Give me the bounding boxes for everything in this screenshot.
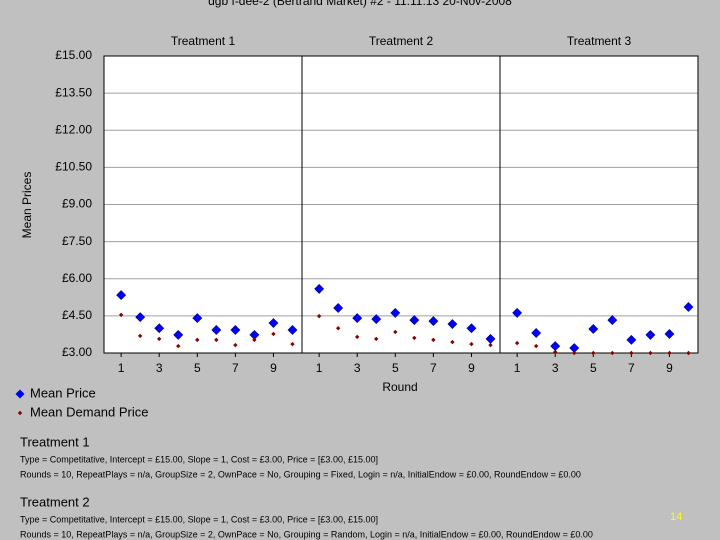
note-line: Type = Competitative, Intercept = £15.00… [20,514,378,524]
point [154,323,165,334]
point [390,307,401,318]
point [118,312,124,318]
point [591,350,596,356]
point [211,325,222,335]
point [335,326,341,331]
point [667,350,672,356]
x-tick-label: 3 [354,361,361,375]
point [447,319,458,329]
y-tick-label: £15.00 [55,48,92,62]
point [116,290,127,301]
point [607,315,618,326]
point [157,336,162,342]
x-tick-label: 7 [628,361,635,375]
point [412,335,417,341]
point [645,330,656,340]
point [428,316,439,326]
point [195,337,200,343]
panel-title: Treatment 2 [369,34,434,48]
point [252,337,257,343]
point [214,337,219,343]
x-tick-label: 3 [156,361,163,375]
y-tick-label: £7.50 [62,234,92,248]
point [648,350,653,356]
point [230,325,241,335]
x-tick-label: 1 [118,361,125,375]
panel-title: Treatment 3 [567,34,632,48]
y-tick-label: £13.50 [55,85,92,99]
point [553,349,558,355]
point [316,313,322,319]
point [531,328,542,338]
y-tick-label: £12.00 [55,122,92,136]
point [173,330,184,340]
x-tick-label: 9 [468,361,475,375]
x-axis-label: Round [382,380,417,394]
point [333,303,344,313]
panel-title: Treatment 1 [171,34,236,48]
point [352,313,363,324]
point [271,331,276,337]
point [572,350,577,356]
x-tick-label: 7 [232,361,239,375]
chart-title: dgb f-dee-2 (Bertrand Market) #2 - 11:11… [208,0,512,8]
point [287,325,298,335]
point [686,350,691,356]
y-tick-label: £6.00 [62,271,92,285]
point [135,312,146,323]
y-tick-label: £4.50 [62,308,92,322]
point [664,329,675,339]
page-number: 14 [670,511,682,523]
legend-label: Mean Demand Price [30,404,149,419]
point [588,324,599,334]
note-line: Rounds = 10, RepeatPlays = n/a, GroupSiz… [20,529,593,539]
x-tick-label: 9 [666,361,673,375]
point [137,333,143,339]
note-heading: Treatment 2 [20,494,90,509]
point [683,302,694,312]
x-tick-label: 5 [194,361,201,375]
point [409,315,420,326]
point [374,336,379,342]
x-tick-label: 7 [430,361,437,375]
point [450,339,455,345]
point [514,340,520,346]
point [192,313,203,324]
point [629,350,634,356]
point [268,318,279,328]
point [466,323,477,334]
legend-marker [15,389,25,399]
point [533,343,539,349]
x-tick-label: 3 [552,361,559,375]
note-heading: Treatment 1 [20,434,90,449]
x-tick-label: 5 [392,361,399,375]
point [393,329,398,335]
point [626,334,637,345]
y-tick-label: £3.00 [62,345,92,359]
point [610,350,615,356]
point [290,341,295,347]
note-line: Type = Competitative, Intercept = £15.00… [20,454,378,464]
legend-marker [17,410,23,416]
x-tick-label: 9 [270,361,277,375]
y-tick-label: £9.00 [62,197,92,211]
point [176,343,181,349]
point [314,283,325,294]
legend-label: Mean Price [30,385,96,400]
x-tick-label: 1 [316,361,323,375]
point [431,337,436,343]
point [488,342,493,348]
point [512,307,523,318]
note-line: Rounds = 10, RepeatPlays = n/a, GroupSiz… [20,469,581,479]
plot-border [103,55,699,354]
point [469,341,474,347]
x-tick-label: 1 [514,361,521,375]
point [355,334,360,340]
y-tick-label: £10.50 [55,160,92,174]
x-tick-label: 5 [590,361,597,375]
y-axis-label: Mean Prices [20,172,34,239]
point [371,314,382,325]
point [233,342,238,348]
